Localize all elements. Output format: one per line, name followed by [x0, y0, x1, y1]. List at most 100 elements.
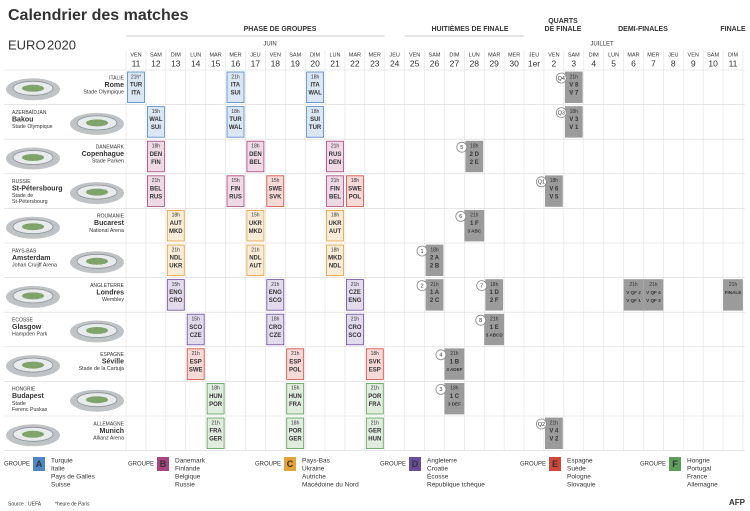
match-cell	[564, 106, 583, 138]
match-cell	[623, 279, 644, 311]
group-team: République tchèque	[427, 482, 485, 489]
match-team: NDL	[170, 256, 183, 262]
date: 11	[132, 58, 141, 68]
city: Séville	[102, 359, 124, 366]
match-team: ESP	[190, 359, 202, 365]
match-cell	[643, 279, 664, 311]
group-team: Pays de Galles	[51, 474, 95, 481]
match-team: CZE	[349, 290, 361, 296]
match-team: WAL	[308, 91, 322, 97]
match-cell	[146, 140, 165, 173]
group-prefix: GROUPE	[4, 462, 30, 468]
match-time: 18h	[550, 178, 559, 184]
match-marker	[435, 349, 447, 361]
date: 19	[290, 58, 300, 68]
city: Rome	[105, 82, 125, 89]
group-team: Hongrie	[687, 458, 710, 465]
match-cell	[326, 209, 344, 242]
match-team: SVK	[369, 359, 382, 365]
match-team: 1 E	[490, 325, 499, 331]
match-team: ITA	[231, 83, 241, 89]
weekday: JEU	[529, 52, 539, 58]
match-team: POR	[209, 402, 223, 408]
stadium-image	[22, 361, 44, 369]
date: 7	[651, 58, 656, 68]
match-team: CRO	[269, 325, 283, 331]
match-team: V QF 2	[626, 290, 641, 295]
match-time: 21h	[371, 386, 380, 392]
match-team: 2 E	[470, 160, 479, 166]
group-team: Pays-Bas	[302, 458, 331, 465]
match-number: 4	[439, 353, 442, 359]
match-team: TUR	[130, 83, 143, 89]
match-time: 18h	[311, 74, 320, 80]
city: Londres	[96, 289, 124, 296]
stadium-image	[22, 292, 44, 300]
phase-label: FINALE	[720, 26, 746, 33]
weekday: LUN	[190, 52, 201, 58]
match-time: 21h	[211, 420, 220, 426]
match-cell	[345, 279, 364, 311]
match-cell	[345, 313, 364, 346]
country: PAYS-BAS	[12, 248, 37, 254]
group-team: Espagne	[567, 458, 593, 465]
stadium: Ferenc Puskas	[12, 407, 48, 413]
match-time: 21h	[649, 282, 658, 288]
match-team: CRO	[169, 298, 183, 304]
group-prefix: GROUPE	[128, 462, 154, 468]
match-team: RUS	[150, 194, 163, 200]
match-cell	[545, 175, 563, 207]
title: Calendrier des matches	[8, 7, 189, 24]
match-team: BEL	[329, 194, 341, 200]
date: 5	[611, 58, 616, 68]
match-team: FIN	[231, 186, 241, 192]
date: 25	[410, 58, 420, 68]
weekday: VEN	[270, 52, 281, 58]
match-marker	[455, 210, 467, 222]
match-team: FINALE	[725, 290, 742, 295]
weekday: DIM	[310, 52, 321, 58]
match-time: 18h	[291, 420, 300, 426]
weekday: SAM	[429, 52, 441, 58]
match-team: V 8	[569, 83, 579, 89]
group-team: Turquie	[51, 458, 73, 465]
match-marker	[555, 107, 567, 118]
match-cell	[564, 71, 583, 104]
match-time: 21h	[231, 74, 240, 80]
match-team: 3 DEF	[448, 402, 461, 407]
match-time: 18h	[271, 317, 280, 323]
group-swatch	[549, 457, 561, 471]
date: 18	[271, 58, 281, 68]
group-letter: D	[412, 459, 419, 469]
stadium: Johan Cruijff Arena	[12, 262, 57, 268]
weekday: SAM	[150, 52, 162, 58]
date: 9	[691, 58, 696, 68]
country: ROUMANIE	[97, 214, 125, 220]
match-number: Q4	[558, 76, 565, 82]
match-team: NDL	[329, 264, 342, 270]
match-number: 7	[480, 283, 483, 289]
match-cell	[146, 175, 165, 207]
weekday: SAM	[707, 52, 719, 58]
date: 13	[171, 58, 181, 68]
date: 26	[430, 58, 440, 68]
date: 24	[390, 58, 400, 68]
city: Amsterdam	[12, 255, 51, 262]
match-cell	[464, 209, 485, 242]
match-time: 21h	[629, 282, 638, 288]
match-time: 21h	[450, 351, 459, 357]
weekday: MER	[647, 52, 659, 58]
match-team: 1 A	[430, 290, 440, 296]
source: Source : UEFA	[8, 501, 42, 507]
match-team: 3 ABC	[467, 229, 481, 234]
match-time: 15h	[271, 178, 280, 184]
weekday: MER	[229, 52, 241, 58]
stadium-image	[86, 327, 108, 334]
date: 30	[509, 58, 519, 68]
match-cell	[484, 313, 505, 346]
match-cell	[246, 140, 265, 173]
group-team: Macédoine du Nord	[302, 482, 359, 489]
weekday: MAR	[209, 52, 221, 58]
match-time: 21h	[271, 282, 280, 288]
